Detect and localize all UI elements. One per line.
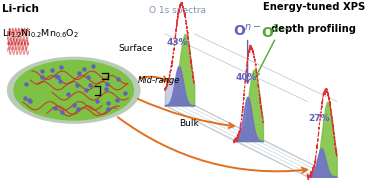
Text: Energy-tuned XPS: Energy-tuned XPS — [263, 2, 365, 12]
Text: 43%: 43% — [166, 38, 188, 47]
Text: 40%: 40% — [235, 74, 257, 82]
Text: O$^{n-}$: O$^{n-}$ — [233, 23, 262, 39]
Text: 27%: 27% — [308, 114, 330, 123]
Circle shape — [14, 61, 133, 120]
Text: Bulk: Bulk — [179, 119, 199, 128]
Circle shape — [8, 57, 140, 123]
Text: depth profiling: depth profiling — [271, 24, 356, 34]
Text: O 1s spectra: O 1s spectra — [149, 6, 206, 15]
Text: Mid-range: Mid-range — [138, 76, 180, 85]
Text: Surface: Surface — [119, 44, 153, 53]
Text: Li-rich: Li-rich — [2, 4, 39, 14]
Text: Li$_{1.2}$Ni$_{0.2}$Mn$_{0.6}$O$_2$: Li$_{1.2}$Ni$_{0.2}$Mn$_{0.6}$O$_2$ — [2, 27, 79, 40]
Text: O$^{2-}$: O$^{2-}$ — [261, 23, 291, 41]
